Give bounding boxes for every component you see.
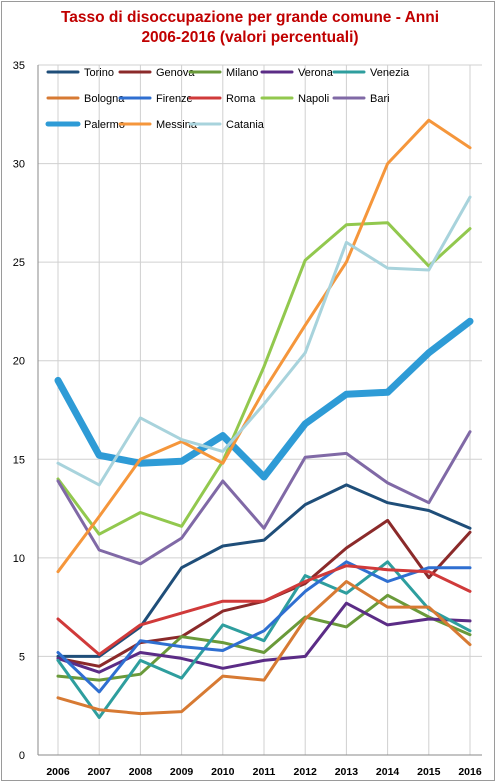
- legend-item-genova: Genova: [118, 67, 195, 79]
- series-line-napoli: [56, 221, 472, 536]
- legend-item-bari: Bari: [332, 93, 390, 105]
- x-tick-label: 2006: [46, 766, 70, 778]
- legend-item-palermo: Palermo: [45, 119, 125, 131]
- y-axis-tick-labels: 0 5 10 15 20 25 30 35: [13, 60, 25, 762]
- legend-label: Bari: [370, 93, 390, 105]
- series-line-palermo: [54, 317, 474, 481]
- series-line-bari: [56, 430, 472, 566]
- gridlines: [37, 64, 482, 756]
- x-tick-label: 2012: [294, 766, 318, 778]
- legend-label: Firenze: [156, 93, 193, 105]
- x-tick-label: 2009: [170, 766, 194, 778]
- legend-label: Torino: [84, 67, 114, 79]
- x-tick-label: 2013: [335, 766, 359, 778]
- y-tick-label: 0: [19, 750, 25, 762]
- legend-label: Catania: [226, 119, 265, 131]
- legend-item-torino: Torino: [46, 67, 114, 79]
- legend-item-bologna: Bologna: [46, 93, 125, 105]
- legend-label: Bologna: [84, 93, 125, 105]
- x-tick-label: 2010: [211, 766, 235, 778]
- y-tick-label: 35: [13, 60, 25, 72]
- series-line-torino: [56, 483, 472, 658]
- legend-item-verona: Verona: [260, 67, 334, 79]
- series-line-firenze: [56, 560, 472, 694]
- legend-item-milano: Milano: [188, 67, 258, 79]
- series-line-milano: [56, 593, 472, 682]
- chart-title-line-2: 2006-2016 (valori percentuali): [141, 29, 359, 46]
- x-tick-label: 2014: [376, 766, 400, 778]
- legend-label: Roma: [226, 93, 256, 105]
- legend: Torino Genova Milano Verona Venezia Bologna Fi…: [45, 67, 410, 131]
- legend-item-catania: Catania: [188, 119, 265, 131]
- legend-label: Palermo: [84, 119, 125, 131]
- x-tick-label: 2008: [129, 766, 153, 778]
- legend-item-messina: Messina: [118, 119, 198, 131]
- y-tick-label: 10: [13, 553, 25, 565]
- legend-label: Messina: [156, 119, 198, 131]
- legend-item-firenze: Firenze: [118, 93, 193, 105]
- y-tick-label: 15: [13, 454, 25, 466]
- legend-label: Genova: [156, 67, 195, 79]
- x-tick-label: 2011: [253, 766, 276, 778]
- y-tick-label: 5: [19, 651, 25, 663]
- legend-label: Napoli: [298, 93, 329, 105]
- x-tick-label: 2016: [458, 766, 482, 778]
- chart-title-line-1: Tasso di disoccupazione per grande comun…: [60, 9, 440, 26]
- legend-label: Milano: [226, 67, 258, 79]
- series-line-catania: [56, 195, 472, 487]
- x-axis-tick-labels: 2006 2007 2008 2009 2010 2011 2012 2013 2014 2015…: [46, 766, 482, 778]
- legend-label: Verona: [298, 67, 334, 79]
- legend-item-venezia: Venezia: [332, 67, 410, 79]
- y-tick-label: 20: [13, 356, 25, 368]
- y-tick-label: 30: [13, 159, 25, 171]
- x-tick-label: 2007: [88, 766, 112, 778]
- legend-item-roma: Roma: [188, 93, 256, 105]
- legend-label: Venezia: [370, 67, 410, 79]
- series-line-messina: [56, 118, 472, 574]
- y-tick-label: 25: [13, 257, 25, 269]
- series-line-roma: [56, 564, 472, 656]
- legend-item-napoli: Napoli: [260, 93, 329, 105]
- series-lines: [54, 118, 474, 719]
- series-line-bologna: [56, 580, 472, 716]
- chart-title: Tasso di disoccupazione per grande comun…: [20, 8, 480, 48]
- x-tick-label: 2015: [417, 766, 441, 778]
